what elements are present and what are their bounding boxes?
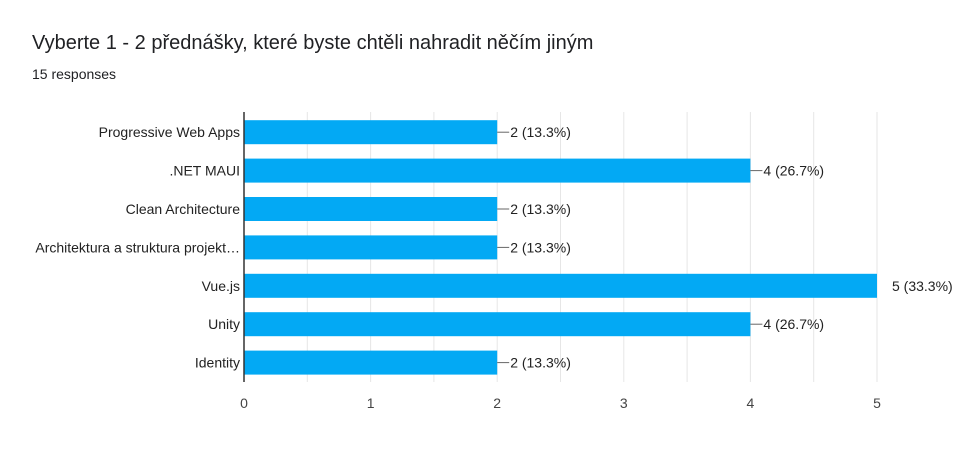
bar — [244, 312, 751, 337]
data-label: 5 (33.3%) — [892, 278, 953, 294]
bar — [244, 273, 877, 298]
category-label: Identity — [195, 355, 240, 371]
category-label: Clean Architecture — [126, 201, 241, 217]
data-label: 4 (26.7%) — [763, 163, 824, 179]
category-label: .NET MAUI — [169, 163, 240, 179]
x-tick-label: 5 — [873, 395, 881, 411]
data-label: 4 (26.7%) — [763, 316, 824, 332]
data-label: 2 (13.3%) — [510, 124, 571, 140]
category-label: Unity — [208, 316, 240, 332]
bar — [244, 350, 498, 375]
data-label: 2 (13.3%) — [510, 201, 571, 217]
x-tick-label: 4 — [747, 395, 755, 411]
category-label: Architektura a struktura projekt… — [35, 239, 240, 255]
data-label: 2 (13.3%) — [510, 355, 571, 371]
bar — [244, 158, 751, 183]
x-tick-label: 1 — [367, 395, 375, 411]
bar — [244, 197, 498, 221]
category-label: Progressive Web Apps — [99, 124, 240, 140]
bar — [244, 235, 498, 260]
data-label: 2 (13.3%) — [510, 239, 571, 255]
x-tick-label: 3 — [620, 395, 628, 411]
bar — [244, 120, 498, 145]
chart-title: Vyberte 1 - 2 přednášky, které byste cht… — [32, 32, 594, 54]
x-tick-label: 2 — [493, 395, 501, 411]
x-tick-label: 0 — [240, 395, 248, 411]
response-count: 15 responses — [32, 66, 117, 82]
category-label: Vue.js — [202, 278, 240, 294]
